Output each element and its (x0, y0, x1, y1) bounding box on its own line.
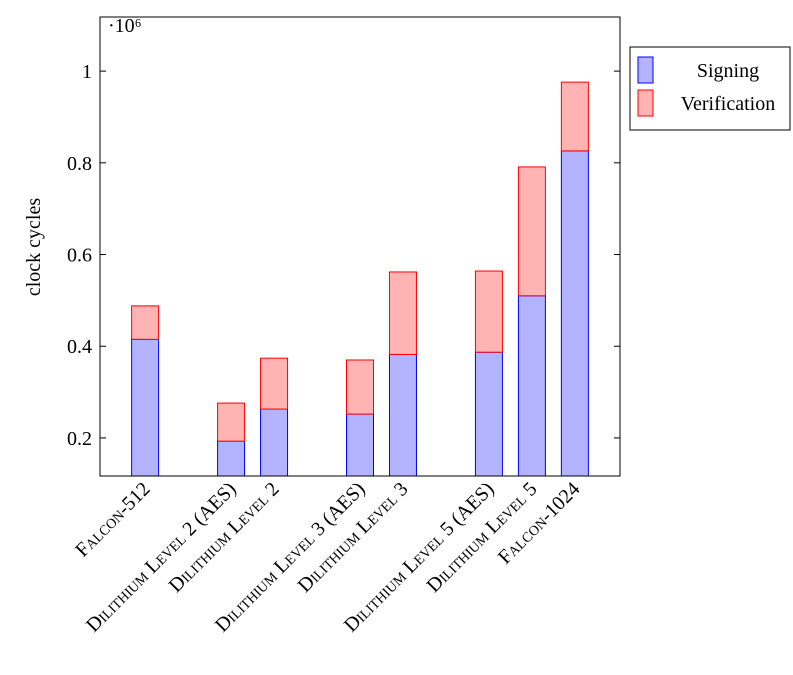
bar-segment (346, 413, 374, 477)
y-axis-label: clock cycles (23, 198, 45, 296)
bar-segment (260, 357, 289, 410)
bar-segment (388, 271, 417, 355)
legend-swatch (637, 89, 654, 117)
y-tick-label: 0.2 (67, 428, 92, 450)
y-tick-label: 0.4 (67, 336, 92, 358)
bar-segment (517, 166, 546, 297)
bar-segment (217, 440, 246, 477)
legend-swatch (637, 56, 654, 84)
bar-segment (474, 351, 503, 477)
legend-label: Verification (681, 93, 775, 115)
bar-segment (131, 338, 160, 477)
bar-segment (474, 270, 503, 353)
bar-segment (346, 359, 374, 415)
bar-segment (217, 402, 246, 442)
x-tick-label: Falcon-512 (71, 478, 154, 561)
bar-segment (260, 408, 289, 477)
legend: Signing Verification (629, 46, 791, 131)
plot-frame (99, 16, 621, 477)
scale-label: ·10⁶ (108, 15, 142, 37)
bar-segment (560, 81, 589, 152)
legend-box (629, 46, 791, 131)
bar-segment (131, 305, 160, 340)
bar-segment (517, 295, 546, 477)
legend-label: Signing (697, 60, 759, 82)
y-tick-label: 1 (82, 61, 92, 83)
y-tick-label: 0.8 (67, 153, 92, 175)
bar-segment (560, 150, 589, 477)
y-tick-label: 0.6 (67, 245, 92, 267)
bar-segment (388, 353, 417, 477)
